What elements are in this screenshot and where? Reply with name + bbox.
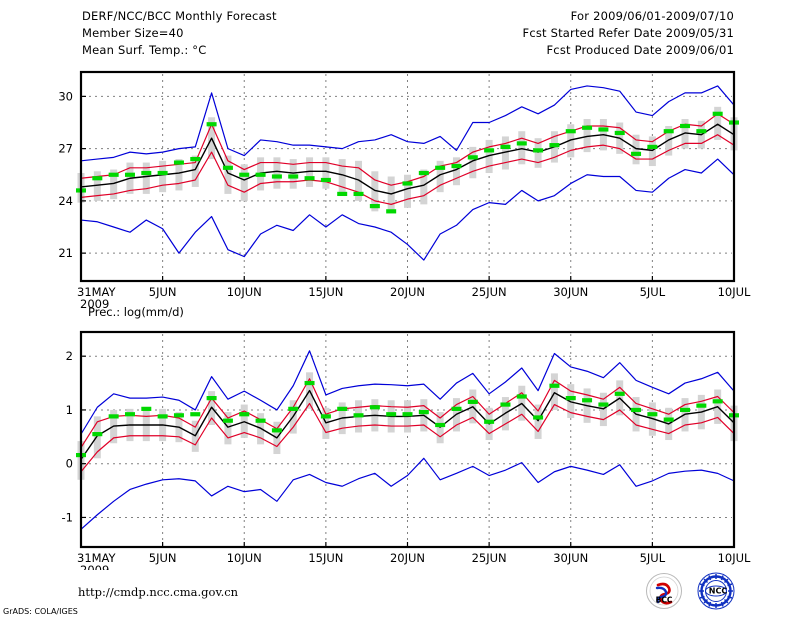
spread-bar — [322, 157, 330, 189]
xtick-label-5: 25JUN — [472, 285, 507, 299]
xtick-label-0: 31MAY — [77, 551, 117, 565]
spread-bar — [93, 171, 101, 201]
ytick-label-2: 1 — [66, 403, 73, 417]
spread-bar — [501, 136, 509, 170]
spread-bar — [665, 125, 673, 156]
spread-bar — [142, 162, 150, 194]
ensemble-mean — [80, 389, 735, 460]
xtick-label-4: 20JUN — [390, 551, 425, 565]
ytick-label-3: 30 — [58, 89, 73, 103]
spread-bar — [273, 157, 281, 189]
xtick-label-1: 5JUN — [149, 285, 177, 299]
spread-bar — [550, 373, 558, 410]
xaxis-year-label: 2009 — [80, 563, 109, 570]
temperature-chart: 21 24 27 30 31MAY 5JUN 10JUN 15JUN 20JUN 25JUN 30J… — [58, 70, 751, 310]
spread-bar — [632, 134, 640, 165]
spread-bar — [714, 106, 722, 140]
xaxis-year-label: 2009 — [80, 297, 109, 310]
ytick-label-0: -1 — [62, 510, 73, 524]
bcc-logo-label: BCC — [656, 596, 673, 605]
footer-url[interactable]: http://cmdp.ncc.cma.gov.cn — [78, 585, 239, 599]
spread-bar — [404, 174, 411, 208]
ytick-label-3: 2 — [66, 349, 73, 363]
header-start-date: Fcst Started Refer Date 2009/05/31 — [522, 26, 734, 40]
xtick-label-6: 30JUN — [553, 285, 588, 299]
xtick-label-8: 10JUL — [718, 551, 751, 565]
xtick-label-3: 15JUN — [308, 551, 343, 565]
grads-credit: GrADS: COLA/IGES — [3, 607, 78, 616]
observed-values — [76, 111, 739, 214]
spread-bar — [485, 139, 493, 174]
ensemble-mean — [80, 123, 735, 195]
ensemble-min — [80, 158, 735, 261]
header-variable-temp: Mean Surf. Temp.: °C — [82, 43, 207, 57]
xtick-label-7: 5JUL — [640, 285, 666, 299]
xtick-label-2: 10JUN — [227, 285, 262, 299]
spread-bar — [338, 159, 346, 194]
spread-bar — [224, 412, 232, 445]
spread-bar — [159, 160, 167, 193]
xtick-label-2: 10JUN — [227, 551, 262, 565]
ensemble-max — [80, 350, 735, 435]
mean-plus-std — [80, 378, 735, 448]
ytick-label-1: 0 — [66, 457, 73, 471]
spread-bar — [93, 416, 101, 459]
spread-bar — [469, 146, 477, 179]
ensemble-max — [80, 85, 735, 162]
bcc-logo: BCC — [646, 573, 682, 609]
header-produced-date: Fcst Produced Date 2009/06/01 — [546, 43, 734, 57]
spread-bar — [583, 119, 591, 153]
spread-bar — [289, 159, 297, 189]
ncc-logo-label: NCC — [709, 587, 728, 596]
spread-bar — [387, 176, 395, 214]
spread-bar — [436, 160, 444, 193]
spread-bar — [191, 155, 199, 187]
mean-minus-std — [80, 134, 735, 205]
precipitation-panel-title: Prec.: log(mm/d) — [88, 305, 184, 319]
mean-minus-std — [80, 402, 735, 473]
ytick-label-0: 21 — [58, 246, 73, 260]
spread-bar — [567, 124, 575, 158]
xtick-label-0: 31MAY — [77, 285, 117, 299]
spread-bar — [371, 171, 379, 212]
xtick-label-4: 20JUN — [390, 285, 425, 299]
spread-bar — [452, 157, 460, 186]
spread-bar — [240, 164, 248, 201]
spread-bar — [648, 136, 656, 167]
ytick-label-2: 27 — [58, 142, 73, 156]
observed-values — [76, 380, 739, 458]
ensemble-min — [80, 457, 735, 530]
ytick-label-1: 24 — [58, 194, 73, 208]
header-forecast-period: For 2009/06/01-2009/07/10 — [570, 9, 734, 23]
spread-bar — [534, 404, 542, 439]
spread-bar — [175, 159, 183, 191]
spread-bar — [110, 169, 118, 200]
xtick-label-3: 15JUN — [308, 285, 343, 299]
logo-group: BCC NCC — [644, 572, 756, 612]
precipitation-chart: -1 0 1 2 31MAY 5JUN 10JUN 15JUN 20JUN 25JUN 30JUN 5… — [62, 330, 751, 570]
header-member-size: Member Size=40 — [82, 26, 184, 40]
spread-bar — [355, 160, 363, 201]
spread-bar — [306, 157, 314, 187]
spread-bar — [534, 138, 542, 168]
xtick-label-6: 30JUN — [553, 551, 588, 565]
xtick-label-8: 10JUL — [718, 285, 751, 299]
spread-bar — [518, 131, 526, 165]
spread-bar — [567, 384, 575, 418]
xtick-label-1: 5JUN — [149, 551, 177, 565]
spread-bar — [681, 119, 689, 149]
xtick-label-5: 25JUN — [472, 551, 507, 565]
spread-bar — [224, 155, 232, 194]
header-title: DERF/NCC/BCC Monthly Forecast — [82, 9, 277, 23]
ncc-logo: NCC — [697, 572, 735, 610]
xtick-label-7: 5JUL — [640, 551, 666, 565]
spread-bar — [420, 169, 428, 205]
